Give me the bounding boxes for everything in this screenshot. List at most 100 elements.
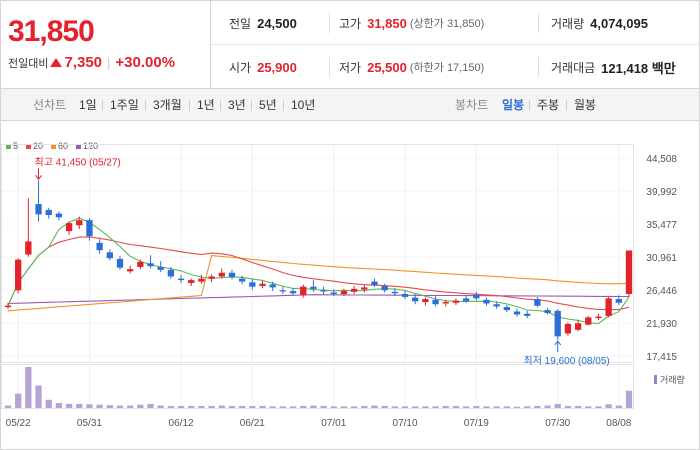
change-separator: | <box>107 55 111 70</box>
candle-body <box>554 310 561 337</box>
candle-body <box>310 286 317 289</box>
tab-1year[interactable]: 1년 <box>197 98 215 112</box>
candle-body <box>574 323 582 330</box>
volume-bar <box>35 385 42 408</box>
candle-body <box>320 290 327 292</box>
candle-body <box>106 252 113 259</box>
legend-item-ma5[interactable]: 5 <box>6 141 18 151</box>
candle-body <box>605 298 612 316</box>
volume-bar <box>401 406 409 408</box>
y-tick-label: 44,508 <box>646 154 677 165</box>
legend-label: 20 <box>33 141 44 151</box>
candle-chart-label: 봉차트 <box>455 98 489 112</box>
tab-separator <box>102 100 103 111</box>
open-price: 시가 25,900 <box>229 45 297 89</box>
candle-body <box>300 286 307 296</box>
prev-close: 전일 24,500 <box>229 1 297 45</box>
candle-body <box>452 300 460 303</box>
tab-5year[interactable]: 5년 <box>259 98 277 112</box>
y-tick-label: 30,961 <box>646 253 677 264</box>
candle-body <box>55 213 63 218</box>
candle-body <box>615 299 622 303</box>
volume-bar <box>625 390 633 408</box>
candle-body <box>45 209 52 216</box>
volume-bar <box>259 405 266 408</box>
volume-bar <box>167 405 175 408</box>
volume-bar <box>595 406 602 408</box>
volume-label: 거래량 <box>660 374 685 385</box>
candle-body <box>422 299 429 303</box>
candle-body <box>35 204 42 215</box>
volume-bar <box>25 367 32 408</box>
volume-bar <box>574 405 582 408</box>
current-price: 31,850 <box>8 15 95 48</box>
candle-body <box>432 299 439 305</box>
volume-bar <box>350 406 358 408</box>
legend-item-ma60[interactable]: 60 <box>51 141 68 151</box>
divider <box>538 13 539 33</box>
volume-bar <box>391 406 399 408</box>
candle-body <box>279 290 287 292</box>
candle-body <box>4 305 12 308</box>
candle-body <box>350 288 358 292</box>
legend-swatch <box>51 143 57 149</box>
legend-swatch <box>76 143 82 149</box>
volume-bar <box>76 403 83 408</box>
volume-bar <box>157 405 164 408</box>
info-row-1: 전일 24,500 고가 31,850 (상한가 31,850) 거래량 4,0… <box>211 1 699 45</box>
ma20-line <box>7 236 630 311</box>
volume-bar <box>55 403 63 408</box>
x-tick-label: 06/12 <box>169 418 194 429</box>
candle-body <box>442 302 449 304</box>
tab-3month[interactable]: 3개월 <box>153 98 182 112</box>
volume-bar <box>585 406 592 408</box>
volume-bar <box>320 405 327 408</box>
volume-bar <box>45 399 52 408</box>
y-tick-label: 21,930 <box>646 319 677 330</box>
volume-bar <box>513 406 521 408</box>
legend-item-ma120[interactable]: 120 <box>76 141 98 151</box>
candle-body <box>381 285 388 291</box>
legend-item-ma20[interactable]: 20 <box>26 141 43 151</box>
tab-1day[interactable]: 1일 <box>79 98 97 112</box>
x-tick-label: 07/19 <box>464 418 489 429</box>
volume: 거래량 4,074,095 <box>551 1 648 45</box>
x-tick-label: 06/21 <box>240 418 265 429</box>
tab-1week[interactable]: 1주일 <box>110 98 139 112</box>
volume-bar <box>544 405 551 408</box>
volume-bar <box>116 405 124 408</box>
tab-daily[interactable]: 일봉 <box>502 98 525 112</box>
candle-body <box>116 258 124 268</box>
candle-body <box>249 282 256 287</box>
tab-3year[interactable]: 3년 <box>228 98 246 112</box>
amount-label: 거래대금 <box>551 60 596 75</box>
x-tick-label: 07/01 <box>321 418 346 429</box>
volume-bar <box>137 404 144 408</box>
candle-body <box>76 220 83 226</box>
x-tick-label: 07/10 <box>393 418 418 429</box>
volume-bar <box>249 405 256 408</box>
y-tick-label: 17,415 <box>646 352 677 363</box>
candle-body <box>493 304 500 307</box>
tab-weekly[interactable]: 주봉 <box>537 98 560 112</box>
volume-bar <box>361 405 368 408</box>
candle-body <box>25 241 32 255</box>
volume-bar <box>381 405 388 408</box>
y-tick-label: 26,446 <box>646 286 677 297</box>
volume-bar <box>15 393 22 408</box>
volume-bar <box>65 403 73 408</box>
divider <box>329 13 330 33</box>
tab-monthly[interactable]: 월봉 <box>574 98 597 112</box>
candle-body <box>483 299 490 304</box>
candle-body <box>188 280 195 284</box>
candle-body <box>595 316 602 319</box>
tab-10year[interactable]: 10년 <box>291 98 316 112</box>
candle-body <box>462 298 470 302</box>
candle-body <box>340 291 348 294</box>
candle-body <box>238 278 246 282</box>
volume-label: 거래량 <box>551 16 585 31</box>
candle-body <box>503 307 510 311</box>
candle-body <box>473 294 480 299</box>
candle-body <box>65 223 73 232</box>
volume-bar <box>340 406 348 408</box>
